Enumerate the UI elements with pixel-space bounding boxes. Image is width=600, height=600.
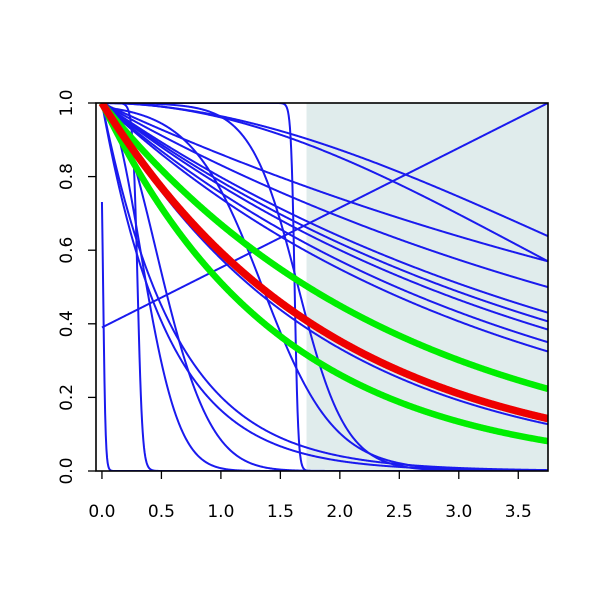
blue-curve-11 — [101, 103, 548, 263]
blue-curve-10 — [101, 103, 548, 329]
blue-curve-17 — [101, 103, 548, 353]
blue-curve-14 — [101, 103, 548, 323]
curves-group — [98, 103, 548, 471]
blue-curve-15 — [101, 103, 548, 331]
y-tick-label-3: 0.6 — [57, 237, 77, 264]
x-tick-label-0: 0.0 — [88, 502, 115, 522]
x-tick-label-2: 1.0 — [207, 502, 234, 522]
y-tick-label-4: 0.8 — [57, 163, 77, 190]
x-tick-label-5: 2.5 — [386, 502, 413, 522]
y-tick-label-0: 0.0 — [57, 457, 77, 484]
y-tick-label-5: 1.0 — [57, 89, 77, 116]
blue-curve-13 — [101, 103, 548, 314]
plot-frame — [95, 102, 549, 472]
x-tick-label-4: 2.0 — [326, 502, 353, 522]
blue-curve-9 — [101, 106, 548, 471]
x-tick-label-7: 3.5 — [505, 502, 532, 522]
green-curve-23 — [99, 103, 548, 445]
red-curve-24 — [98, 103, 548, 423]
blue-curve-12 — [101, 103, 548, 289]
blue-curve-19 — [101, 103, 548, 238]
blue-curve-4 — [100, 103, 548, 471]
y-tick-label-2: 0.4 — [57, 310, 77, 337]
x-tick-label-1: 0.5 — [148, 502, 175, 522]
x-tick-label-3: 1.5 — [267, 502, 294, 522]
y-tick-label-1: 0.2 — [57, 384, 77, 411]
blue-curve-16 — [101, 103, 548, 344]
green-curve-22 — [99, 103, 548, 393]
y-axis: 0.0 0.2 0.4 0.6 0.8 1.0 — [57, 89, 96, 485]
x-axis: 0.0 0.5 1.0 1.5 2.0 2.5 3.0 3.5 — [88, 471, 532, 522]
x-tick-label-6: 3.0 — [445, 502, 472, 522]
blue-curve-1 — [101, 103, 548, 471]
